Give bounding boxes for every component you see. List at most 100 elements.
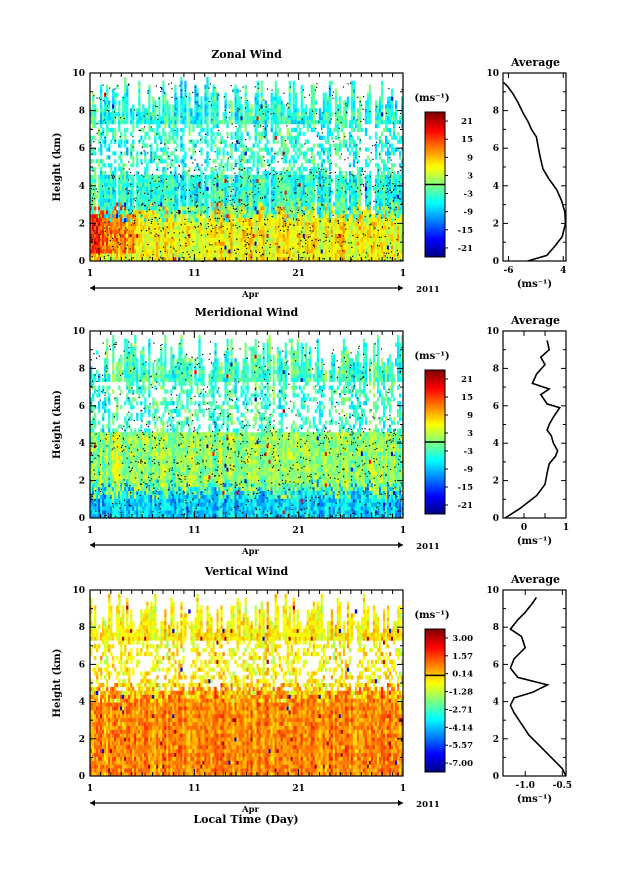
- colorbar-tick-label: 0.14: [452, 670, 473, 680]
- colorbar-tick-label: 9: [467, 153, 473, 163]
- x-tick-label: 1: [87, 784, 93, 794]
- month-bar-arrow-right: [398, 800, 403, 806]
- colorbar-tick-label: -7.00: [449, 759, 473, 769]
- y-tick-label: 10: [72, 69, 85, 79]
- month-label: Apr: [241, 547, 260, 557]
- y-tick-label: 0: [79, 514, 85, 524]
- y-tick-label: 2: [79, 219, 85, 229]
- x-tick-label: 1: [87, 526, 93, 536]
- colorbar-label: (ms⁻¹): [414, 93, 449, 104]
- y-tick-label: 8: [79, 107, 85, 117]
- average-panel-1: Average 0 2 4 6 8 10 0 1 (ms⁻¹): [486, 314, 569, 547]
- avg-y-tick-label: 6: [493, 402, 499, 412]
- average-profile-line: [502, 81, 567, 262]
- month-bar-arrow-left: [90, 542, 95, 548]
- x-tick-label: 11: [188, 269, 201, 279]
- x-tick-label: 11: [188, 784, 201, 794]
- y-tick-label: 10: [72, 586, 85, 596]
- colorbar: (ms⁻¹) 21 15 9 3 -3 -9 -15 -21: [414, 351, 474, 515]
- colorbar-tick-label: -21: [458, 244, 473, 254]
- y-tick-label: 0: [79, 257, 85, 267]
- month-label: Apr: [241, 290, 260, 300]
- average-profile-line: [504, 340, 561, 519]
- y-axis-label: Height (km): [52, 649, 63, 718]
- avg-y-tick-label: 6: [493, 660, 499, 670]
- y-axis-label: Height (km): [52, 133, 63, 202]
- avg-y-tick-label: 4: [493, 698, 499, 708]
- colorbar-tick-label: -9: [464, 208, 474, 218]
- y-tick-label: 2: [79, 477, 85, 487]
- colorbar-tick-label: 3.00: [452, 634, 473, 644]
- avg-y-tick-label: 8: [493, 364, 499, 374]
- avg-y-tick-label: 4: [493, 439, 499, 449]
- colorbar-tick-label: 9: [467, 411, 473, 421]
- avg-y-tick-label: 2: [493, 735, 499, 745]
- y-axis-label: Height (km): [52, 390, 63, 459]
- y-tick-label: 6: [79, 402, 85, 412]
- colorbar-tick-label: 1.57: [452, 652, 473, 662]
- avg-x-axis-label: (ms⁻¹): [517, 279, 552, 290]
- colorbar-tick-label: 15: [461, 135, 473, 145]
- colorbar-tick-label: 3: [467, 429, 473, 439]
- x-tick-label: 21: [292, 526, 305, 536]
- colorbar-tick-label: -15: [458, 483, 473, 493]
- heatmap-cells: [90, 334, 404, 519]
- avg-y-tick-label: 10: [486, 586, 499, 596]
- colorbar-tick-label: -9: [464, 465, 474, 475]
- y-tick-label: 0: [79, 772, 85, 782]
- avg-x-tick-label: -6: [503, 266, 513, 276]
- colorbar-label: (ms⁻¹): [414, 351, 449, 362]
- colorbar-tick-label: -3: [464, 190, 474, 200]
- average-profile-line: [509, 596, 567, 777]
- colorbar: (ms⁻¹) 21 15 9 3 -3 -9 -15 -21: [414, 93, 474, 258]
- month-bar-arrow-right: [398, 542, 403, 548]
- colorbar-tick-label: -3: [464, 447, 474, 457]
- avg-y-tick-label: 8: [493, 623, 499, 633]
- y-tick-label: 6: [79, 660, 85, 670]
- y-tick-label: 8: [79, 623, 85, 633]
- x-tick-label: 21: [292, 784, 305, 794]
- y-tick-label: 4: [79, 182, 85, 192]
- avg-y-tick-label: 0: [493, 514, 499, 524]
- average-frame: [502, 330, 567, 519]
- avg-y-tick-label: 8: [493, 107, 499, 117]
- avg-x-tick-label: 1: [563, 523, 569, 533]
- colorbar: (ms⁻¹) 3.00 1.57 0.14 -1.28 -2.71 -4.14 -5.57 -7…: [414, 610, 473, 773]
- x-tick-label: 1: [400, 784, 406, 794]
- colorbar-tick-label: -21: [458, 501, 473, 511]
- x-tick-label: 1: [87, 269, 93, 279]
- x-tick-label: 11: [188, 526, 201, 536]
- avg-y-tick-label: 0: [493, 257, 499, 267]
- avg-x-tick-label: -0.5: [553, 781, 572, 791]
- avg-x-tick-label: -1.0: [516, 781, 535, 791]
- significance-dots: [90, 341, 404, 520]
- x-axis-label: Local Time (Day): [193, 813, 298, 826]
- avg-x-axis-label: (ms⁻¹): [517, 794, 552, 805]
- colorbar-tick-label: -2.71: [449, 705, 473, 715]
- avg-x-tick-label: 0: [521, 523, 527, 533]
- avg-y-tick-label: 2: [493, 219, 499, 229]
- y-tick-label: 2: [79, 735, 85, 745]
- average-frame: [502, 589, 567, 777]
- y-tick-label: 6: [79, 144, 85, 154]
- avg-y-tick-label: 6: [493, 144, 499, 154]
- year-label: 2011: [416, 800, 440, 810]
- y-tick-label: 4: [79, 698, 85, 708]
- colorbar-tick-label: 21: [461, 375, 473, 385]
- avg-x-tick-label: 4: [560, 266, 566, 276]
- colorbar-tick-label: -15: [458, 226, 473, 236]
- average-title: Average: [510, 56, 560, 69]
- panel-title: Zonal Wind: [211, 48, 282, 61]
- heatmap-cells: [90, 76, 404, 262]
- month-bar-arrow-left: [90, 285, 95, 291]
- avg-y-tick-label: 4: [493, 182, 499, 192]
- y-tick-label: 4: [79, 439, 85, 449]
- colorbar-label: (ms⁻¹): [414, 610, 449, 621]
- colorbar-tick-label: -1.28: [449, 688, 473, 698]
- month-bar-arrow-left: [90, 800, 95, 806]
- colorbar-tick-label: 3: [467, 171, 473, 181]
- panel-title: Vertical Wind: [204, 565, 289, 578]
